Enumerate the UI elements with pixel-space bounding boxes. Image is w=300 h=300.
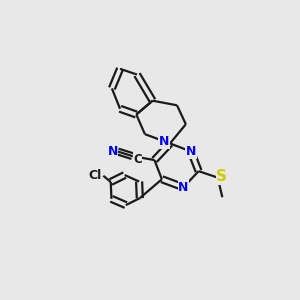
Text: N: N: [178, 181, 189, 194]
Text: N: N: [107, 145, 118, 158]
Text: S: S: [216, 169, 227, 184]
Text: N: N: [159, 135, 169, 148]
Text: Cl: Cl: [88, 169, 102, 182]
Text: N: N: [186, 145, 196, 158]
Text: C: C: [133, 153, 142, 166]
